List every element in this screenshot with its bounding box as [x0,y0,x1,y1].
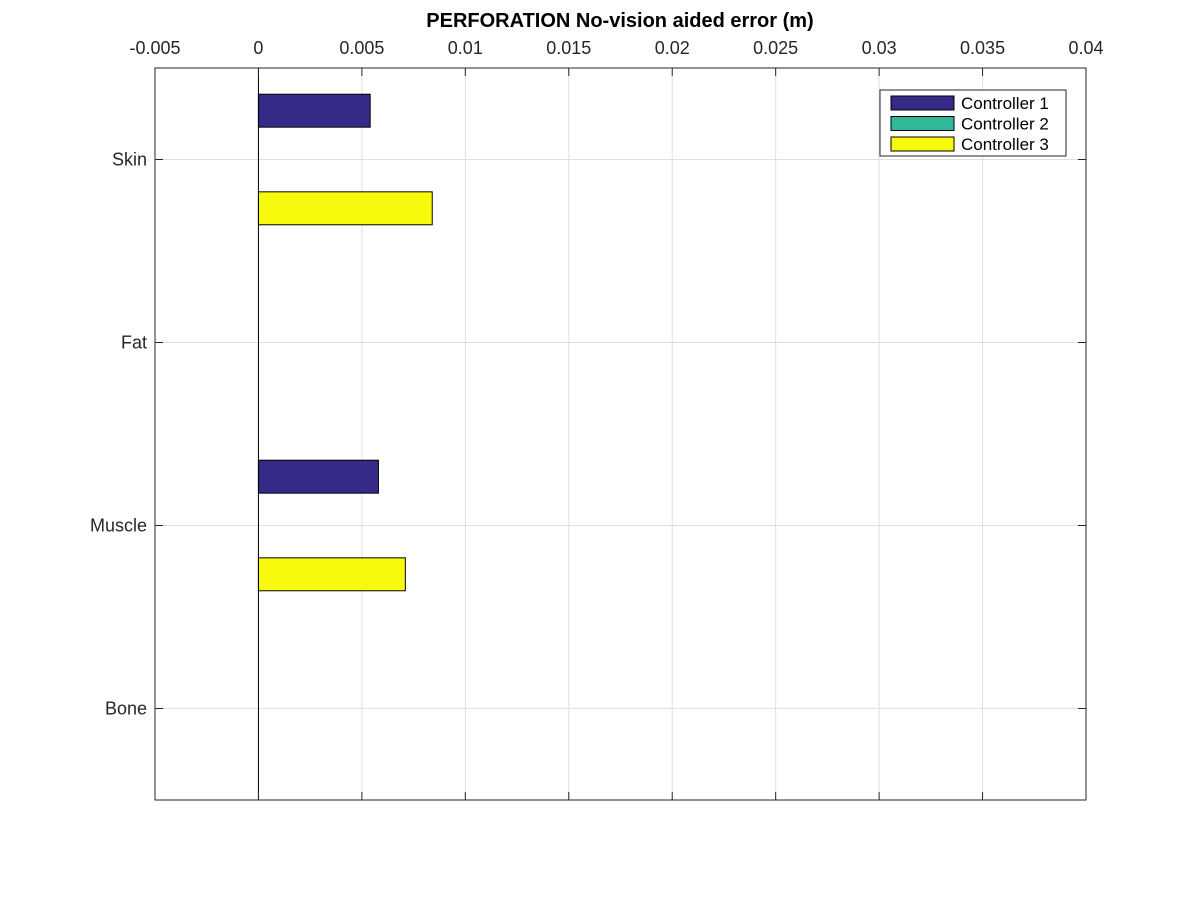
y-tick-label: Muscle [90,516,147,536]
bar-controller-1-skin [257,93,371,128]
x-tick-label: 0 [253,38,263,58]
legend-label: Controller 3 [961,135,1049,154]
bar-controller-3-skin [257,191,433,226]
y-tick-label: Fat [121,333,147,353]
plot-frame [154,67,1087,801]
bars-layer [257,93,433,592]
x-tick-label: 0.04 [1068,38,1103,58]
x-tick-label: 0.005 [339,38,384,58]
x-tick-label: 0.015 [546,38,591,58]
legend-label: Controller 1 [961,94,1049,113]
legend-swatch [890,95,955,111]
legend-swatch [890,116,955,131]
bar-controller-3-muscle [257,557,406,592]
x-tick-label: 0.02 [655,38,690,58]
chart-title: PERFORATION No-vision aided error (m) [426,10,813,32]
legend-swatch [890,136,955,152]
axes-layer: -0.005 0 0.005 0.01 0.015 0.02 0.025 0.03 0.035 0… [90,38,1104,801]
x-tick-label: 0.03 [862,38,897,58]
bar-controller-1-muscle [257,459,379,494]
x-tick-label: 0.01 [448,38,483,58]
legend-label: Controller 2 [961,115,1049,134]
x-tick-label: 0.035 [960,38,1005,58]
y-tick-label: Bone [105,699,147,719]
x-tick-label: 0.025 [753,38,798,58]
x-tick-label: -0.005 [129,38,180,58]
y-tick-label: Skin [112,150,147,170]
